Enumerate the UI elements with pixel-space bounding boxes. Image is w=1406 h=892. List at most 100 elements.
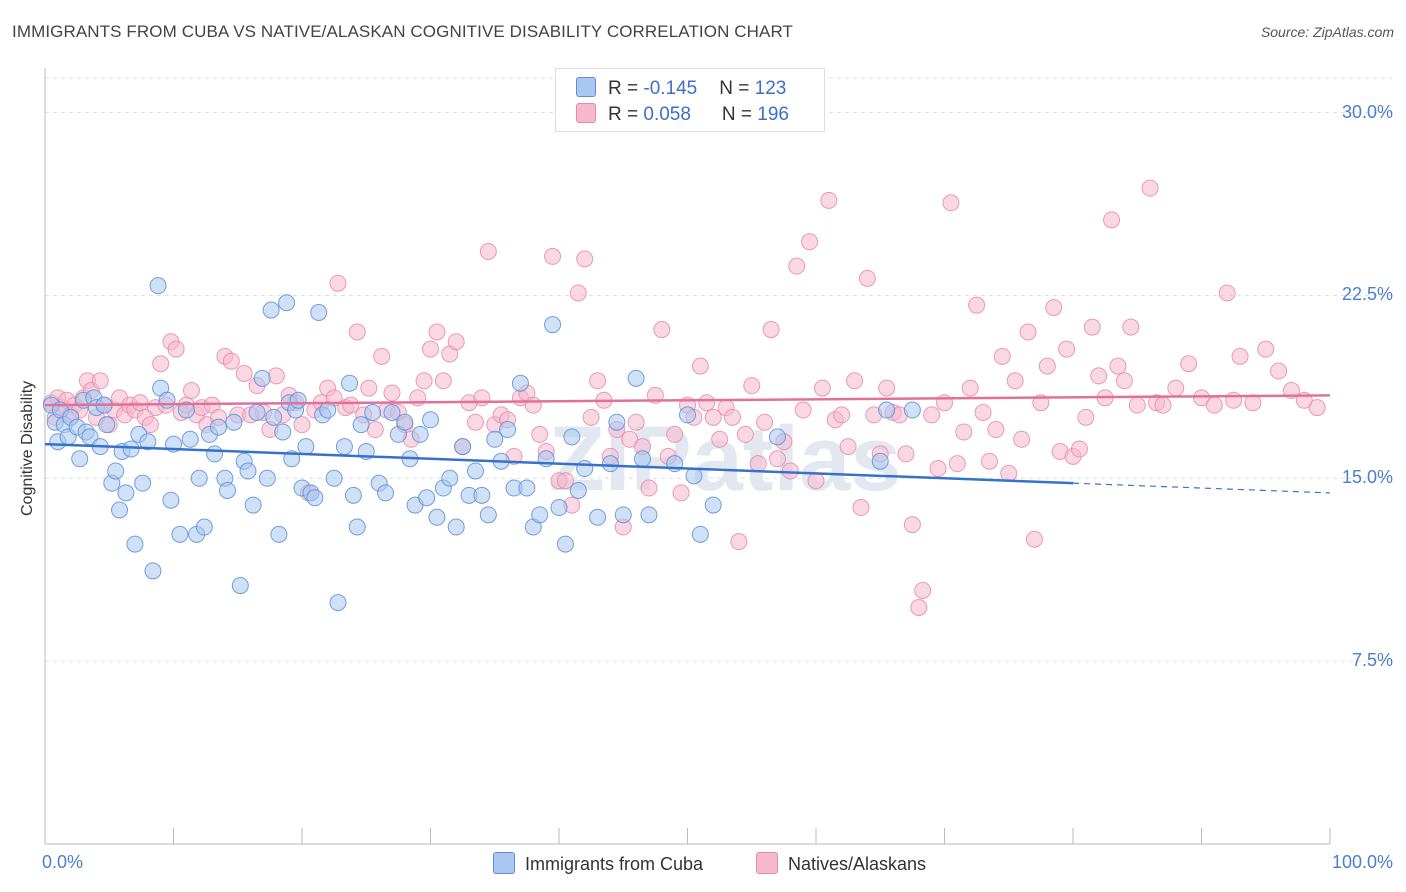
data-point [1218, 284, 1236, 302]
data-point [846, 372, 864, 390]
data-point [209, 418, 227, 436]
data-point [1077, 408, 1095, 426]
data-point [589, 372, 607, 390]
legend: R = -0.145 N = 123 R = 0.058 N = 196 [555, 68, 825, 132]
data-point [788, 257, 806, 275]
data-point [342, 396, 360, 414]
data-point [274, 423, 292, 441]
data-point [107, 462, 125, 480]
data-point [1128, 396, 1146, 414]
data-point [111, 501, 129, 519]
data-point [152, 355, 170, 373]
data-point [614, 506, 632, 524]
data-point [550, 499, 568, 517]
data-point [383, 384, 401, 402]
data-point [1000, 464, 1018, 482]
data-point [265, 408, 283, 426]
data-point [768, 428, 786, 446]
data-point [466, 413, 484, 431]
data-point [360, 379, 378, 397]
data-point [993, 347, 1011, 365]
data-point [634, 450, 652, 468]
trend-line-natives [44, 394, 1331, 407]
data-point [666, 425, 684, 443]
series-immigrants-from-cuba [42, 277, 921, 612]
data-point [923, 406, 941, 424]
data-point [466, 462, 484, 480]
data-point [914, 581, 932, 599]
data-point [601, 455, 619, 473]
data-point [418, 489, 436, 507]
data-point [1270, 362, 1288, 380]
bottom-legend-label: Immigrants from Cuba [525, 854, 704, 874]
data-point [71, 450, 89, 468]
data-point [563, 428, 581, 446]
data-point [691, 357, 709, 375]
data-point [335, 438, 353, 456]
data-point [756, 413, 774, 431]
bottom-legend-swatch-pink [756, 852, 778, 874]
axes [44, 68, 1331, 845]
data-point [344, 486, 362, 504]
data-point [447, 518, 465, 536]
x-tick-label: 100.0% [1331, 852, 1393, 872]
data-point [1025, 530, 1043, 548]
data-point [428, 323, 446, 341]
trend-lines [44, 394, 1331, 494]
data-point [929, 460, 947, 478]
data-point [948, 455, 966, 473]
data-point [627, 413, 645, 431]
data-point [479, 506, 497, 524]
legend-n-label: N = [719, 78, 755, 99]
legend-row-cuba: R = -0.145 N = 123 [576, 77, 786, 99]
data-point [691, 525, 709, 543]
data-point [807, 472, 825, 490]
data-point [544, 316, 562, 334]
data-point [310, 303, 328, 321]
data-point [582, 408, 600, 426]
bottom-legend-cuba: Immigrants from Cuba [493, 852, 703, 875]
data-point [253, 369, 271, 387]
data-point [813, 379, 831, 397]
data-point [987, 421, 1005, 439]
data-point [126, 535, 144, 553]
legend-r-label: R = [608, 104, 644, 125]
data-point [177, 401, 195, 419]
y-tick-label: 22.5% [1341, 284, 1393, 305]
data-point [267, 367, 285, 385]
data-point [531, 425, 549, 443]
data-point [858, 269, 876, 287]
legend-swatch-pink [576, 103, 596, 123]
data-point [544, 247, 562, 265]
data-point [801, 233, 819, 251]
data-point [1257, 340, 1275, 358]
data-point [167, 340, 185, 358]
data-point [329, 274, 347, 292]
data-point [698, 394, 716, 412]
data-point [1167, 379, 1185, 397]
data-point [762, 321, 780, 339]
data-point [139, 433, 157, 451]
data-point [640, 479, 658, 497]
data-point [685, 467, 703, 485]
data-point [341, 374, 359, 392]
data-point [447, 333, 465, 351]
data-point [871, 452, 889, 470]
data-point [1019, 323, 1037, 341]
data-point [711, 430, 729, 448]
data-point [278, 294, 296, 312]
legend-n-value: 196 [757, 104, 789, 125]
data-point [820, 191, 838, 209]
data-point [396, 413, 414, 431]
data-point [144, 562, 162, 580]
data-point [422, 340, 439, 358]
data-point [749, 455, 767, 473]
data-point [569, 481, 587, 499]
data-point [149, 277, 167, 295]
data-point [794, 401, 812, 419]
data-point [955, 423, 973, 441]
data-point [218, 481, 236, 499]
data-point [511, 374, 529, 392]
data-point [1083, 318, 1101, 336]
